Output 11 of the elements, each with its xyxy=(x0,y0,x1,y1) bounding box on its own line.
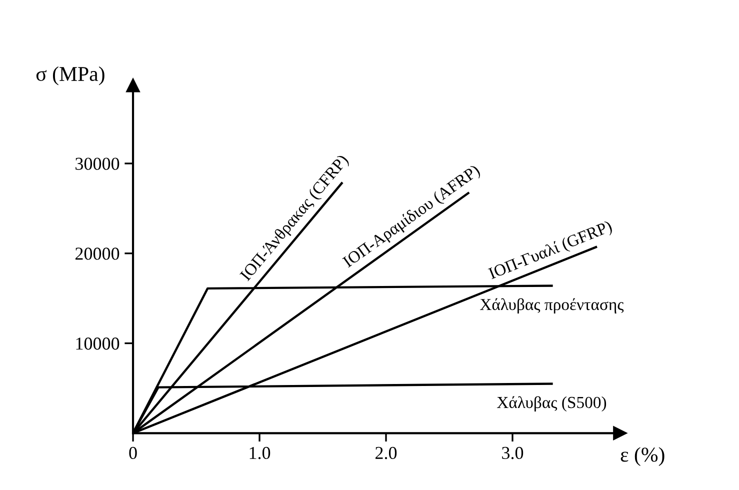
y-axis-title: σ (MPa) xyxy=(36,66,104,86)
y-tick-label: 10000 xyxy=(76,338,120,350)
x-tick-label: 3.0 xyxy=(502,446,524,460)
x-tick-label: 2.0 xyxy=(376,446,397,460)
series-label: Χάλυβας προέντασης xyxy=(480,298,624,314)
x-tick-label: 0 xyxy=(129,446,137,460)
series-label: Χάλυβας (S500) xyxy=(497,396,606,412)
x-tick-label: 1.0 xyxy=(250,446,270,460)
y-tick-label: 30000 xyxy=(76,158,120,170)
x-axis-title: ε (%) xyxy=(620,447,664,466)
y-tick-label: 20000 xyxy=(75,248,120,260)
